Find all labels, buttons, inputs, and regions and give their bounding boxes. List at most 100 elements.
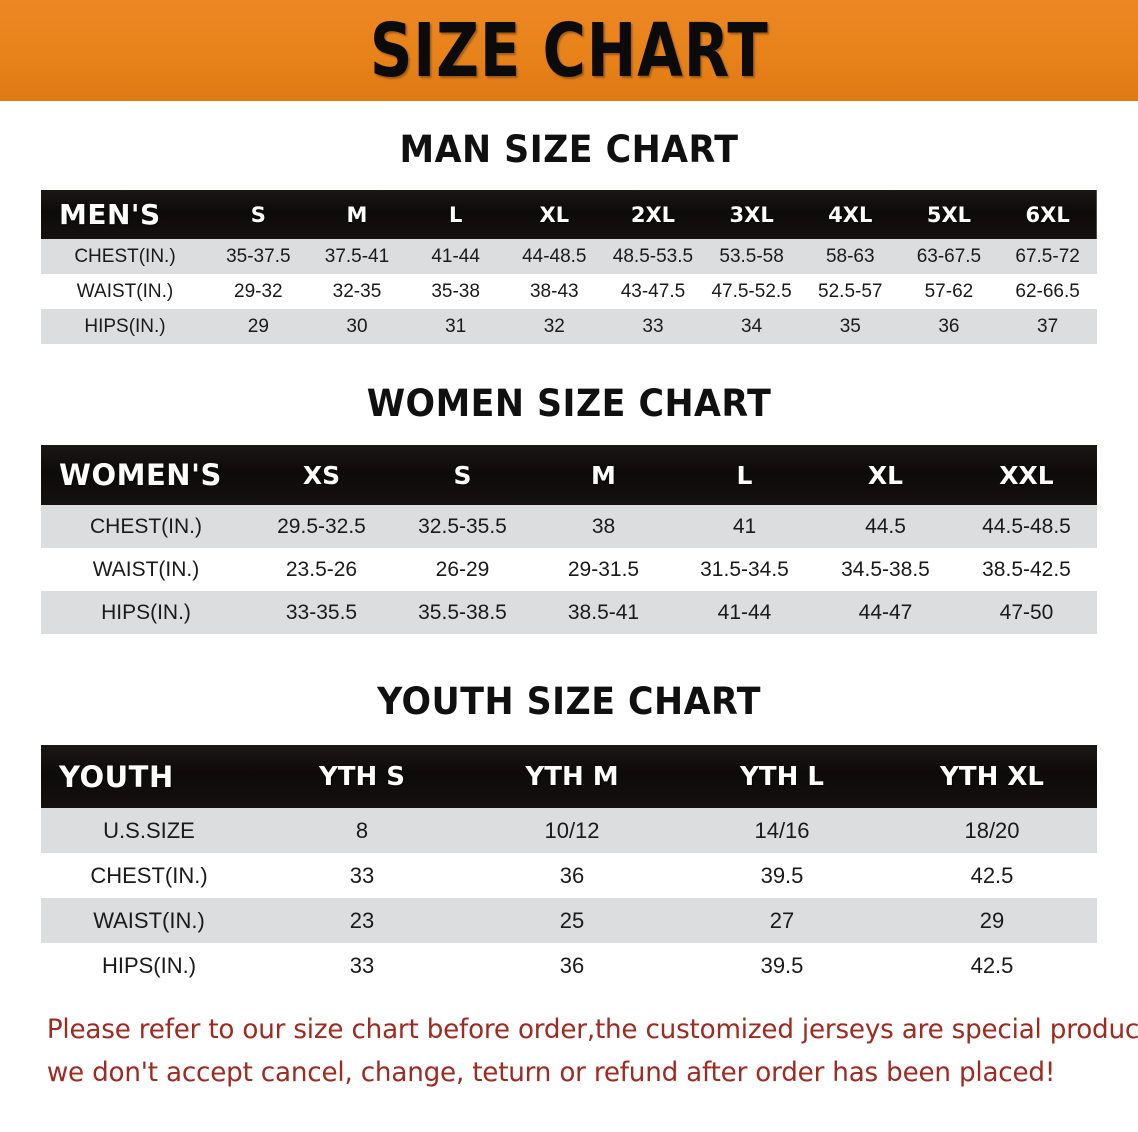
women-cell: 35.5-38.5: [418, 600, 507, 624]
man-cell: 53.5-58: [719, 245, 784, 267]
man-cell: 52.5-57: [818, 280, 883, 302]
man-column-header-4xl: 4XL: [828, 202, 873, 227]
man-section-title: MAN SIZE CHART: [399, 128, 739, 171]
man-cell: 32: [543, 315, 565, 337]
women-table-row: CHEST(IN.) 29.5-32.5 32.5-35.5 38 41 44.5 44.5…: [41, 505, 1097, 548]
man-cell: 62-66.5: [1015, 280, 1080, 302]
women-cell: 23.5-26: [285, 557, 358, 581]
women-table-head: WOMEN'S XS S M L XL XXL: [41, 445, 1097, 505]
man-header-row: MEN'S S M L XL 2XL 3XL 4XL 5XL 6XL: [41, 190, 1097, 239]
women-corner-label: WOMEN'S: [59, 458, 222, 492]
women-cell: 44.5-48.5: [982, 514, 1071, 538]
man-cell: 44-48.5: [522, 245, 587, 267]
man-cell: 31: [445, 315, 467, 337]
man-cell: 36: [938, 315, 960, 337]
women-size-table: WOMEN'S XS S M L XL XXL CHEST(IN.) 29.5-32.5 32…: [41, 445, 1097, 634]
man-cell: 29: [247, 315, 269, 337]
page-banner: SIZE CHART: [0, 0, 1138, 101]
women-cell: 29.5-32.5: [277, 514, 366, 538]
man-cell: 37.5-41: [324, 245, 390, 267]
youth-cell: 36: [559, 952, 585, 978]
man-table-head: MEN'S S M L XL 2XL 3XL 4XL 5XL 6XL: [41, 190, 1097, 239]
women-cell: 38.5-42.5: [982, 557, 1071, 581]
man-cell: 35-38: [431, 280, 480, 302]
man-cell: 67.5-72: [1015, 245, 1080, 267]
youth-cell: 23: [349, 907, 375, 933]
man-column-header-6xl: 6XL: [1025, 202, 1070, 227]
youth-column-header-yth-l: YTH L: [740, 761, 824, 792]
order-disclaimer: Please refer to our size chart before or…: [41, 1009, 1138, 1094]
women-cell: 44-47: [858, 600, 913, 624]
man-table-row: HIPS(IN.) 29 30 31 32 33 34 35 36 37: [41, 309, 1097, 344]
youth-column-header-yth-m: YTH M: [525, 761, 619, 792]
women-column-header-xxl: XXL: [999, 460, 1054, 490]
man-cell: 47.5-52.5: [711, 280, 792, 302]
youth-table-head: YOUTH YTH S YTH M YTH L YTH XL: [41, 745, 1097, 808]
man-column-header-2xl: 2XL: [630, 202, 676, 227]
youth-cell: 27: [769, 907, 795, 933]
women-cell: 47-50: [999, 600, 1054, 624]
youth-table-row: WAIST(IN.) 23 25 27 29: [41, 898, 1097, 943]
women-cell: 44.5: [865, 514, 906, 538]
youth-cell: 25: [559, 907, 585, 933]
youth-header-row: YOUTH YTH S YTH M YTH L YTH XL: [41, 745, 1097, 808]
youth-cell: 39.5: [760, 952, 804, 978]
women-cell: 32.5-35.5: [418, 514, 507, 538]
man-row-label: WAIST(IN.): [76, 280, 174, 302]
women-column-header-s: S: [453, 460, 472, 490]
women-header-row: WOMEN'S XS S M L XL XXL: [41, 445, 1097, 505]
youth-column-header-yth-xl: YTH XL: [940, 761, 1044, 792]
youth-row-label: U.S.SIZE: [103, 817, 195, 843]
women-column-header-l: L: [736, 460, 753, 490]
man-cell: 38-43: [529, 280, 579, 302]
women-column-header-m: M: [591, 460, 616, 490]
man-column-header-m: M: [346, 202, 368, 227]
man-column-header-s: S: [250, 202, 266, 227]
youth-cell: 10/12: [544, 817, 600, 843]
youth-section-title: YOUTH SIZE CHART: [377, 680, 761, 723]
youth-cell: 29: [979, 907, 1005, 933]
women-table-row: WAIST(IN.) 23.5-26 26-29 29-31.5 31.5-34.5 34…: [41, 548, 1097, 591]
man-row-label: CHEST(IN.): [74, 245, 176, 267]
man-cell: 58-63: [825, 245, 875, 267]
youth-table-body: U.S.SIZE 8 10/12 14/16 18/20 CHEST(IN.) 33 36 39…: [41, 808, 1097, 988]
youth-size-table: YOUTH YTH S YTH M YTH L YTH XL U.S.SIZE 8 10/…: [41, 745, 1097, 988]
women-column-header-xs: XS: [302, 460, 341, 490]
youth-column-header-yth-s: YTH S: [318, 761, 406, 792]
youth-row-label: HIPS(IN.): [101, 952, 197, 978]
women-column-header-xl: XL: [867, 460, 904, 490]
youth-cell: 33: [349, 952, 375, 978]
youth-table-row: HIPS(IN.) 33 36 39.5 42.5: [41, 943, 1097, 988]
women-cell: 31.5-34.5: [700, 557, 789, 581]
man-cell: 30: [346, 315, 368, 337]
man-cell: 35: [839, 315, 861, 337]
youth-cell: 42.5: [970, 952, 1014, 978]
page-title: SIZE CHART: [369, 7, 769, 94]
women-cell: 33-35.5: [285, 600, 358, 624]
women-row-label: CHEST(IN.): [90, 514, 202, 538]
man-table-row: WAIST(IN.) 29-32 32-35 35-38 38-43 43-47.5 47.…: [41, 274, 1097, 309]
youth-row-label: WAIST(IN.): [93, 907, 205, 933]
youth-table-row: U.S.SIZE 8 10/12 14/16 18/20: [41, 808, 1097, 853]
page-body: MAN SIZE CHART MEN'S S M L XL 2XL 3XL 4XL 5XL 6X…: [0, 128, 1138, 1094]
man-cell: 33: [642, 315, 664, 337]
man-cell: 48.5-53.5: [612, 245, 694, 267]
youth-cell: 14/16: [754, 817, 810, 843]
man-cell: 34: [741, 315, 763, 337]
man-cell: 37: [1037, 315, 1059, 337]
man-cell: 63-67.5: [916, 245, 982, 267]
man-cell: 41-44: [431, 245, 480, 267]
youth-cell: 42.5: [970, 862, 1014, 888]
women-table-body: CHEST(IN.) 29.5-32.5 32.5-35.5 38 41 44.5 44.5…: [41, 505, 1097, 634]
youth-row-label: CHEST(IN.): [90, 862, 208, 888]
women-section-title: WOMEN SIZE CHART: [366, 382, 772, 425]
women-cell: 34.5-38.5: [841, 557, 930, 581]
youth-cell: 39.5: [760, 862, 804, 888]
youth-cell: 18/20: [964, 817, 1020, 843]
man-cell: 35-37.5: [226, 245, 291, 267]
women-row-label: WAIST(IN.): [92, 557, 200, 581]
man-cell: 29-32: [234, 280, 283, 302]
women-table-row: HIPS(IN.) 33-35.5 35.5-38.5 38.5-41 41-44 44-…: [41, 591, 1097, 634]
man-column-header-xl: XL: [539, 202, 570, 227]
youth-cell: 36: [559, 862, 585, 888]
